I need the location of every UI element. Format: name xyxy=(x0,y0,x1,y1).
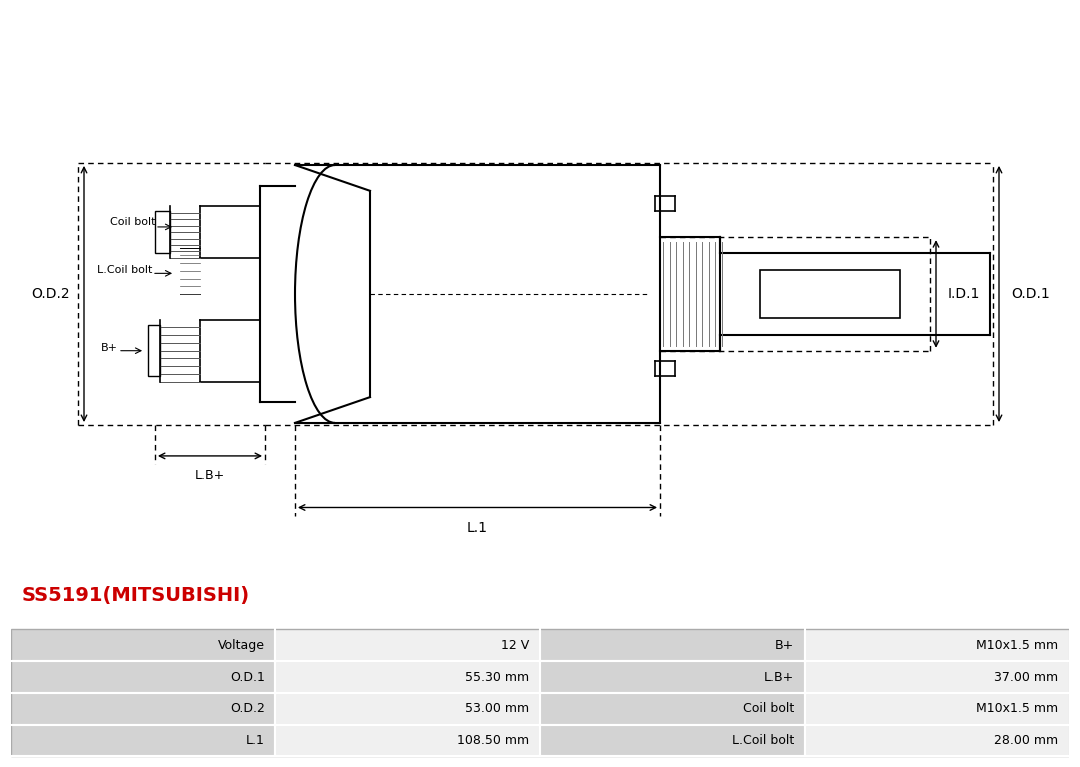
Bar xyxy=(275,661,540,693)
Text: L.Coil bolt: L.Coil bolt xyxy=(732,734,794,747)
Text: M10x1.5 mm: M10x1.5 mm xyxy=(976,703,1058,716)
Text: SS5191(MITSUBISHI): SS5191(MITSUBISHI) xyxy=(22,586,249,604)
Text: L.B+: L.B+ xyxy=(764,670,794,683)
Text: Coil bolt: Coil bolt xyxy=(109,217,156,227)
Text: Voltage: Voltage xyxy=(218,639,265,652)
Text: 108.50 mm: 108.50 mm xyxy=(457,734,529,747)
Bar xyxy=(275,693,540,725)
Bar xyxy=(540,725,805,756)
Text: L.1: L.1 xyxy=(246,734,265,747)
Text: 12 V: 12 V xyxy=(501,639,529,652)
Bar xyxy=(805,661,1069,693)
Text: I.D.1: I.D.1 xyxy=(948,287,981,301)
Text: 53.00 mm: 53.00 mm xyxy=(465,703,529,716)
Bar xyxy=(805,630,1069,661)
Bar xyxy=(540,630,805,661)
Text: O.D.2: O.D.2 xyxy=(230,703,265,716)
Bar xyxy=(11,693,275,725)
Bar xyxy=(275,630,540,661)
Bar xyxy=(275,725,540,756)
Text: 55.30 mm: 55.30 mm xyxy=(465,670,529,683)
Bar xyxy=(11,661,275,693)
Text: O.D.1: O.D.1 xyxy=(230,670,265,683)
Bar xyxy=(760,270,900,318)
Text: O.D.2: O.D.2 xyxy=(31,287,70,301)
Bar xyxy=(11,630,275,661)
Text: 37.00 mm: 37.00 mm xyxy=(995,670,1058,683)
Text: L.1: L.1 xyxy=(467,521,488,535)
Bar xyxy=(540,661,805,693)
Bar xyxy=(11,725,275,756)
Bar xyxy=(805,725,1069,756)
Text: 28.00 mm: 28.00 mm xyxy=(995,734,1058,747)
Text: B+: B+ xyxy=(102,343,118,353)
Text: L.B+: L.B+ xyxy=(194,469,225,482)
Text: Coil bolt: Coil bolt xyxy=(743,703,794,716)
Bar xyxy=(156,212,170,252)
Text: B+: B+ xyxy=(774,639,794,652)
Text: L.Coil bolt: L.Coil bolt xyxy=(96,265,152,275)
Bar xyxy=(540,693,805,725)
Text: O.D.1: O.D.1 xyxy=(1011,287,1050,301)
Bar xyxy=(148,325,160,377)
Bar xyxy=(805,693,1069,725)
Text: M10x1.5 mm: M10x1.5 mm xyxy=(976,639,1058,652)
Bar xyxy=(11,630,1069,756)
